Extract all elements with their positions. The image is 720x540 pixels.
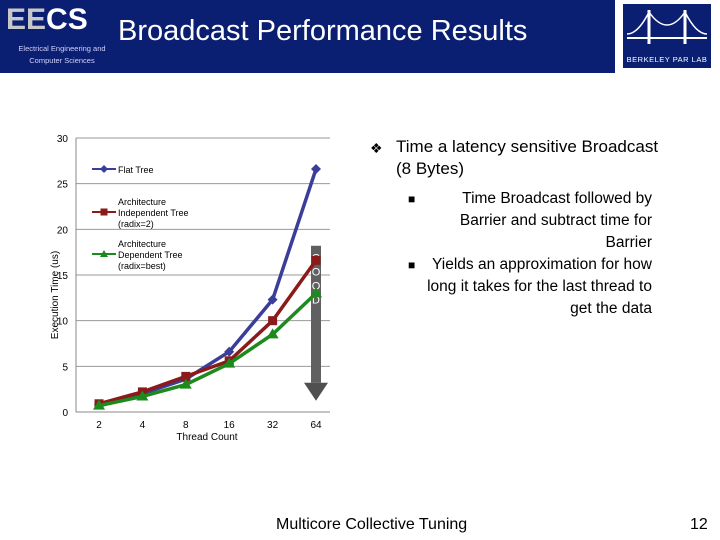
broadcast-chart: 0 5 10 15 20 25 30 2 4 8 16 32 64 Thread Count Executi… <box>50 134 330 443</box>
sub-bullet-list: ■ Time Broadcast followed by Barrier and… <box>366 188 666 320</box>
data-point <box>311 164 321 175</box>
legend-label-line: (radix=2) <box>118 219 154 229</box>
legend-label: Architecture Dependent Tree (radix=best) <box>118 239 183 271</box>
legend-label-line: Flat Tree <box>118 165 154 175</box>
logo-subtitle: Electrical Engineering and Computer Scie… <box>18 44 106 65</box>
logo-main: EE <box>6 3 47 36</box>
page-title: Broadcast Performance Results <box>118 15 528 47</box>
x-tick-label: 4 <box>140 420 146 431</box>
bullet-list: ❖ Time a latency sensitive Broadcast (8 … <box>366 136 666 320</box>
bridge-logo-box: BERKELEY PAR LAB <box>623 4 711 68</box>
x-tick-label: 32 <box>267 420 279 431</box>
data-point <box>179 378 192 389</box>
x-tick-label: 16 <box>224 420 236 431</box>
legend-label-line: Architecture <box>118 239 166 249</box>
sub-bullet-text: Time Broadcast followed by Barrier and s… <box>459 190 652 251</box>
footer-title: Multicore Collective Tuning <box>276 516 468 533</box>
data-point <box>266 328 279 339</box>
annotation-arrow-shaft <box>311 245 321 383</box>
y-tick-label: 0 <box>62 408 68 419</box>
annotation-letter: O <box>312 280 321 292</box>
x-axis-label: Thread Count <box>176 432 237 443</box>
bridge-icon <box>626 10 708 44</box>
data-point <box>93 399 105 410</box>
legend-marker <box>100 250 108 257</box>
data-point <box>224 346 235 357</box>
data-point <box>268 316 278 326</box>
y-axis-label: Execution Time (us) <box>50 251 61 339</box>
data-point <box>310 287 322 298</box>
x-tick-label: 64 <box>310 420 322 431</box>
x-tick-label: 8 <box>183 420 189 431</box>
data-point <box>311 255 321 265</box>
eecs-logo-text: EECS <box>6 4 88 36</box>
legend-label-line: (radix=best) <box>118 261 166 271</box>
y-tick-label: 20 <box>57 225 69 236</box>
diamond-bullet-icon: ❖ <box>370 140 383 156</box>
legend-label: Flat Tree <box>118 165 154 175</box>
berkeley-logo: BERKELEY PAR LAB <box>615 0 720 73</box>
y-tick-label: 30 <box>57 134 69 145</box>
annotation-letter: D <box>312 294 320 306</box>
header-bar: EECS Electrical Engineering and Computer… <box>0 0 720 73</box>
berkeley-label: BERKELEY PAR LAB <box>626 55 708 64</box>
legend-label-line: Independent Tree <box>118 208 189 218</box>
data-point <box>223 357 236 368</box>
square-bullet-icon: ■ <box>408 258 416 272</box>
sub-bullet-text: Yields an approximation for how long it … <box>427 256 652 317</box>
data-point <box>136 390 149 401</box>
legend-marker <box>100 165 108 173</box>
annotation-letter: O <box>312 266 321 278</box>
legend-label: Architecture Independent Tree (radix=2) <box>118 197 189 229</box>
series-line <box>98 259 318 406</box>
eecs-logo: EECS Electrical Engineering and Computer… <box>6 4 116 68</box>
y-tick-label: 15 <box>57 271 69 282</box>
logo-accent: CS <box>46 3 88 36</box>
sub-bullet-item: ■ Time Broadcast followed by Barrier and… <box>366 188 666 254</box>
y-tick-label: 25 <box>57 180 69 191</box>
annotation-arrow-head <box>304 382 328 401</box>
series-line <box>98 291 318 408</box>
x-tick-label: 2 <box>96 420 102 431</box>
bullet-main: ❖ Time a latency sensitive Broadcast (8 … <box>366 136 666 180</box>
sub-bullet-item: ■ Yields an approximation for how long i… <box>366 254 666 320</box>
bullet-main-text: Time a latency sensitive Broadcast (8 By… <box>396 137 659 178</box>
page-number: 12 <box>690 516 708 533</box>
legend-marker <box>100 208 108 216</box>
square-bullet-icon: ■ <box>408 192 416 206</box>
data-point <box>181 371 191 381</box>
data-point <box>267 294 278 305</box>
y-tick-label: 10 <box>57 317 69 328</box>
legend-label-line: Architecture <box>118 197 166 207</box>
legend-label-line: Dependent Tree <box>118 250 183 260</box>
y-tick-label: 5 <box>62 362 68 373</box>
